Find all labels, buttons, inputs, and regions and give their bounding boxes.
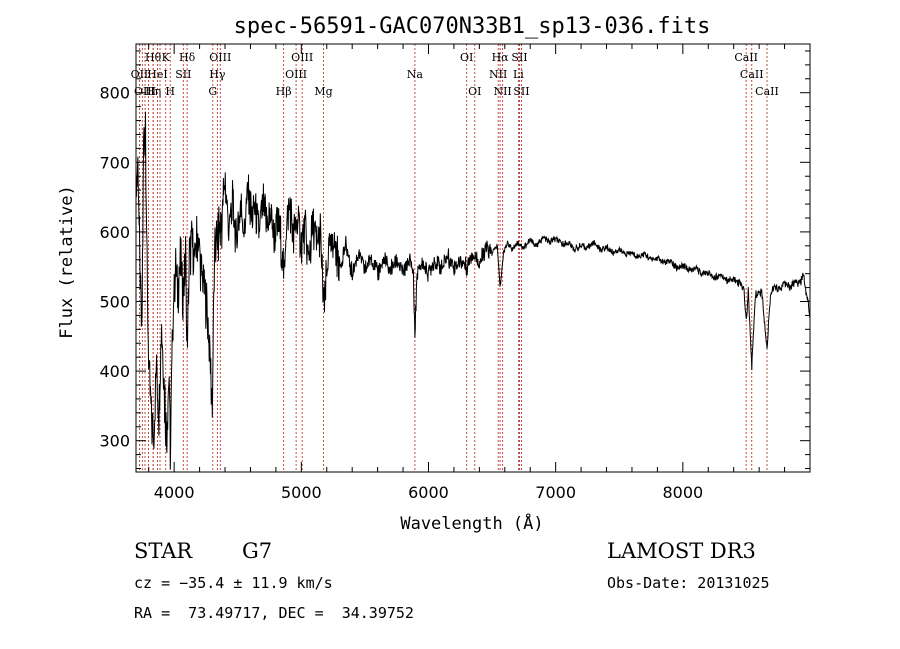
y-tick-label: 800 xyxy=(99,84,130,103)
spectral-line-label: Hδ xyxy=(179,51,196,64)
spectral-line-label: Hγ xyxy=(209,68,226,81)
spectral-line-label: NII xyxy=(493,85,511,98)
spectral-lines-layer xyxy=(138,44,768,472)
spectral-line-label: OIII xyxy=(134,85,156,98)
spectral-line-label: CaII xyxy=(755,85,779,98)
spectral-line-label: HeI xyxy=(147,68,167,81)
spectral-line-label: OIII xyxy=(209,51,231,64)
y-axis-label: Flux (relative) xyxy=(57,185,77,339)
observation-date: Obs-Date: 20131025 xyxy=(607,574,770,592)
x-axis-ticks: 4000 5000 6000 7000 8000 xyxy=(148,44,811,502)
spectral-line-label: Mg xyxy=(314,85,332,98)
spectral-line-label: Hβ xyxy=(276,85,292,98)
y-tick-label: 400 xyxy=(99,362,130,381)
spectral-line-label: OI xyxy=(460,51,473,64)
spectral-line-label: Hη xyxy=(145,85,161,98)
y-tick-label: 300 xyxy=(99,432,130,451)
spectral-line-label: NII xyxy=(489,68,507,81)
spectral-line-label: OIII xyxy=(291,51,313,64)
chart-title: spec-56591-GAC070N33B1_sp13-036.fits xyxy=(234,14,711,39)
spectral-line-label: Hθ xyxy=(145,51,162,64)
x-tick-label: 4000 xyxy=(154,483,195,502)
spectral-line-label: SII xyxy=(175,68,191,81)
spectral-line-label: K xyxy=(162,51,171,64)
object-subclass: G7 xyxy=(242,539,273,563)
y-tick-label: 600 xyxy=(99,223,130,242)
plot-frame xyxy=(135,43,811,473)
y-tick-label: 700 xyxy=(99,153,130,172)
survey-name: LAMOST DR3 xyxy=(607,539,756,563)
spectral-line-label: G xyxy=(208,85,217,98)
x-tick-label: 8000 xyxy=(662,483,703,502)
spectral-line-label: CaII xyxy=(740,68,764,81)
redshift-velocity: cz = −35.4 ± 11.9 km/s xyxy=(134,574,333,592)
spectral-line-label: CaII xyxy=(734,51,758,64)
x-tick-label: 6000 xyxy=(408,483,449,502)
spectral-line-label: OI xyxy=(468,85,481,98)
x-tick-label: 5000 xyxy=(281,483,322,502)
spectral-line-label: OII xyxy=(131,68,149,81)
spectral-line-label: Na xyxy=(407,68,424,81)
x-tick-label: 7000 xyxy=(535,483,576,502)
spectral-line-label: H xyxy=(165,85,175,98)
object-class: STAR xyxy=(134,539,193,563)
spectral-line-labels: OIIOIIIHθHηHeIKHSIIHδGHγOIIIHβOIIIOIIIMg… xyxy=(131,51,779,98)
spectrum-line xyxy=(135,111,811,470)
spectral-line-label: SII xyxy=(513,85,529,98)
spectral-line-label: SII xyxy=(511,51,527,64)
spectral-line-label: OIII xyxy=(285,68,307,81)
spectral-line-label: Li xyxy=(513,68,524,81)
y-axis-ticks: 300 400 500 600 700 800 xyxy=(99,50,810,470)
x-axis-label: Wavelength (Å) xyxy=(400,512,543,534)
coordinates: RA = 73.49717, DEC = 34.39752 xyxy=(134,604,414,622)
y-tick-label: 500 xyxy=(99,292,130,311)
spectral-line-label: Hα xyxy=(492,51,510,64)
